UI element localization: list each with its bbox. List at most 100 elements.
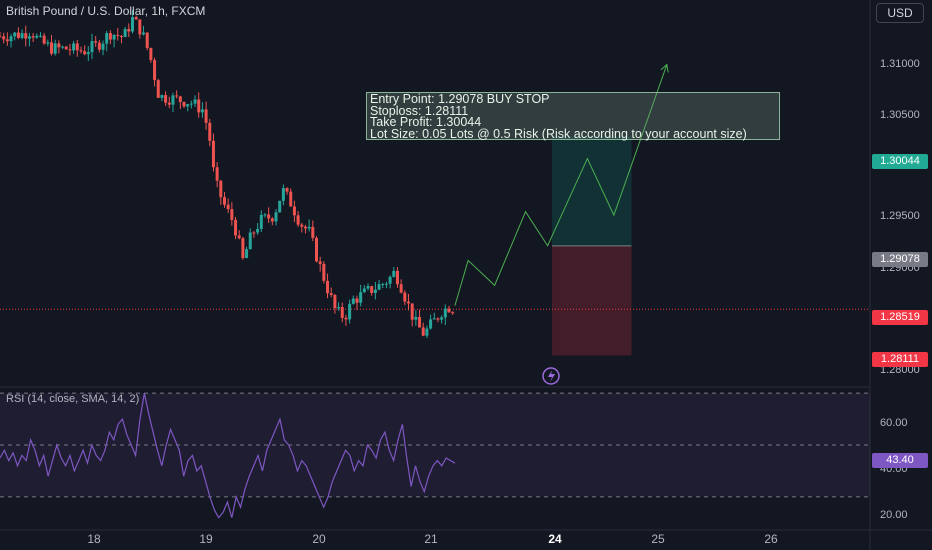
candle-body	[395, 270, 399, 285]
stoploss-price-tag: 1.28111	[872, 352, 928, 367]
lightning-icon	[548, 370, 555, 382]
annotation-lot-size: Lot Size: 0.05 Lots @ 0.5 Risk (Risk acc…	[370, 126, 747, 141]
annotation-entry: Entry Point: 1.29078 BUY STOP	[370, 92, 550, 106]
candle-body	[259, 214, 263, 229]
candle-body	[171, 95, 175, 105]
candle-body	[381, 283, 385, 285]
candle-body	[9, 36, 13, 42]
candle-body	[263, 214, 267, 216]
take-profit-price-tag: 1.30044	[872, 154, 928, 169]
candle-body	[138, 19, 142, 35]
candle-body	[418, 316, 422, 328]
candle-body	[429, 319, 433, 329]
candle-body	[105, 33, 109, 44]
trade-annotation: Entry Point: 1.29078 BUY STOP Stoploss: …	[366, 92, 780, 140]
stoploss-zone	[552, 245, 632, 356]
currency-button[interactable]: USD	[876, 3, 924, 23]
candle-body	[432, 318, 436, 320]
candle-body	[123, 28, 127, 38]
y-tick-label: 1.31000	[880, 58, 920, 70]
candle-body	[296, 215, 300, 225]
candle-body	[200, 109, 204, 113]
candle-body	[362, 288, 366, 293]
candle-body	[219, 180, 223, 198]
candle-body	[300, 224, 304, 227]
candle-body	[281, 188, 285, 201]
candle-body	[443, 308, 447, 318]
candle-body	[241, 238, 245, 259]
candle-body	[167, 102, 171, 105]
candle-body	[0, 36, 2, 38]
current-price-tag: 1.28519	[872, 310, 928, 325]
candle-body	[101, 43, 105, 50]
candle-body	[384, 283, 388, 285]
candle-body	[27, 36, 31, 39]
candle-body	[38, 35, 42, 37]
candle-body	[351, 298, 355, 304]
candle-body	[270, 218, 274, 222]
y-tick-label: 1.28000	[880, 364, 920, 376]
candle-body	[186, 104, 190, 107]
candle-body	[134, 17, 138, 20]
candle-body	[373, 289, 377, 293]
candle-body	[164, 95, 168, 103]
candle-body	[274, 212, 278, 222]
x-tick-label: 20	[312, 532, 326, 546]
rsi-y-tick: 60.00	[880, 417, 908, 429]
candle-body	[79, 50, 83, 52]
candle-body	[403, 292, 407, 302]
candle-body	[440, 317, 444, 320]
candle-body	[83, 51, 87, 55]
candle-body	[248, 232, 252, 250]
symbol-title: British Pound / U.S. Dollar, 1h, FXCM	[6, 4, 206, 18]
candle-body	[178, 96, 182, 102]
y-tick-label: 1.30500	[880, 109, 920, 121]
candle-body	[421, 327, 425, 336]
x-tick-label: 18	[87, 532, 101, 546]
candle-body	[245, 249, 249, 259]
candle-body	[329, 293, 333, 295]
candle-body	[16, 32, 20, 38]
candle-body	[97, 42, 101, 50]
entry-price-tag: 1.29078	[872, 252, 928, 267]
x-tick-label: 26	[764, 532, 778, 546]
candle-body	[53, 43, 57, 54]
candle-body	[333, 294, 337, 309]
candle-body	[175, 95, 179, 97]
candle-body	[86, 52, 90, 55]
event-marker-icon	[542, 367, 560, 385]
candle-body	[292, 206, 296, 216]
candle-body	[222, 197, 226, 205]
candle-body	[215, 167, 219, 181]
candle-body	[388, 276, 392, 284]
candle-body	[31, 36, 35, 38]
x-tick-label: 24	[548, 532, 562, 546]
annotation-take-profit: Take Profit: 1.30044	[370, 115, 482, 129]
candle-body	[145, 32, 149, 49]
candle-body	[407, 301, 411, 304]
candle-body	[303, 226, 307, 229]
candle-body	[307, 226, 311, 229]
candle-body	[355, 298, 359, 303]
rsi-indicator-label[interactable]: RSI (14, close, SMA, 14, 2)	[6, 393, 140, 405]
candle-body	[160, 95, 164, 98]
candle-body	[127, 28, 131, 32]
candle-body	[322, 263, 326, 281]
candle-body	[46, 42, 50, 44]
candle-body	[149, 48, 153, 61]
annotation-stoploss: Stoploss: 1.28111	[370, 103, 469, 118]
candle-body	[234, 219, 238, 236]
candle-body	[61, 46, 65, 48]
candle-body	[197, 99, 201, 113]
candle-body	[156, 80, 160, 98]
candle-body	[370, 286, 374, 293]
candle-body	[414, 316, 418, 320]
candle-body	[436, 318, 440, 320]
candle-body	[326, 280, 330, 294]
candle-body	[189, 103, 193, 105]
candle-body	[72, 43, 76, 51]
candle-body	[425, 328, 429, 336]
candle-body	[20, 33, 24, 38]
take-profit-zone	[552, 136, 632, 246]
candle-body	[193, 99, 197, 104]
